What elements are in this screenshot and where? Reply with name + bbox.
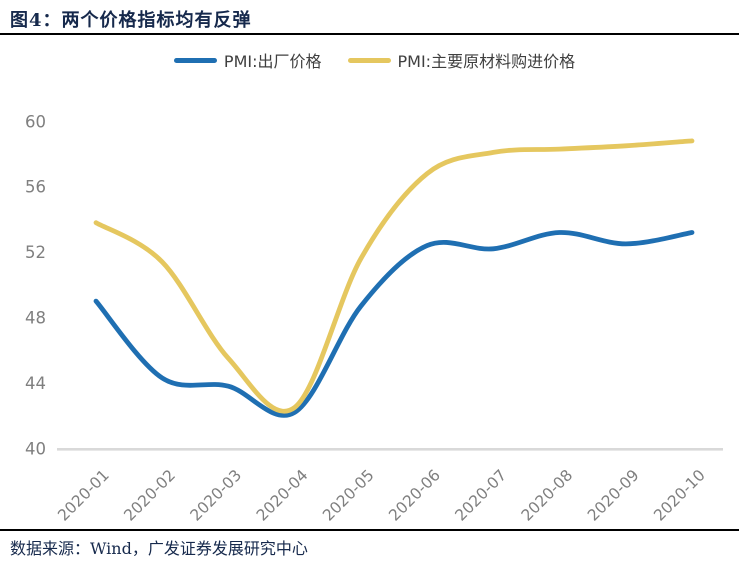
line-chart: 40 44 48 52 56 60 2020-01 2020-02 2020-03 2020-04… <box>0 90 739 530</box>
y-tick-label: 40 <box>25 439 46 458</box>
data-source-note: 数据来源：Wind，广发证券发展研究中心 <box>10 539 308 558</box>
y-tick-label: 56 <box>25 178 46 197</box>
legend-label: PMI:主要原材料购进价格 <box>397 52 576 71</box>
title-divider-line <box>0 33 739 35</box>
footer-divider-line <box>0 529 739 531</box>
x-tick-label: 2020-04 <box>253 466 312 525</box>
legend-label: PMI:出厂价格 <box>223 52 322 71</box>
x-tick-label: 2020-05 <box>319 466 378 525</box>
legend-item-raw-material-price: PMI:主要原材料购进价格 <box>347 48 576 72</box>
x-tick-label: 2020-09 <box>584 466 643 525</box>
y-tick-label: 48 <box>25 309 46 328</box>
x-tick-label: 2020-06 <box>385 466 444 525</box>
figure-title: 图4：两个价格指标均有反弹 <box>10 10 252 31</box>
y-tick-label: 52 <box>25 243 46 262</box>
x-tick-label: 2020-03 <box>187 466 246 525</box>
series-line-0 <box>93 230 695 418</box>
series-line-1 <box>93 138 695 414</box>
legend: PMI:出厂价格 PMI:主要原材料购进价格 <box>0 46 739 74</box>
legend-item-factory-price: PMI:出厂价格 <box>173 48 322 72</box>
gold-line-swatch-icon <box>347 57 391 63</box>
x-tick-label: 2020-02 <box>121 466 180 525</box>
x-tick-label: 2020-07 <box>452 466 511 525</box>
y-tick-label: 60 <box>25 112 46 131</box>
chart-canvas: 40 44 48 52 56 60 2020-01 2020-02 2020-03 2020-04… <box>25 112 723 525</box>
x-tick-label: 2020-01 <box>54 466 113 525</box>
x-tick-label: 2020-10 <box>650 466 709 525</box>
y-tick-label: 44 <box>25 374 46 393</box>
x-tick-label: 2020-08 <box>518 466 577 525</box>
blue-line-swatch-icon <box>173 57 217 63</box>
